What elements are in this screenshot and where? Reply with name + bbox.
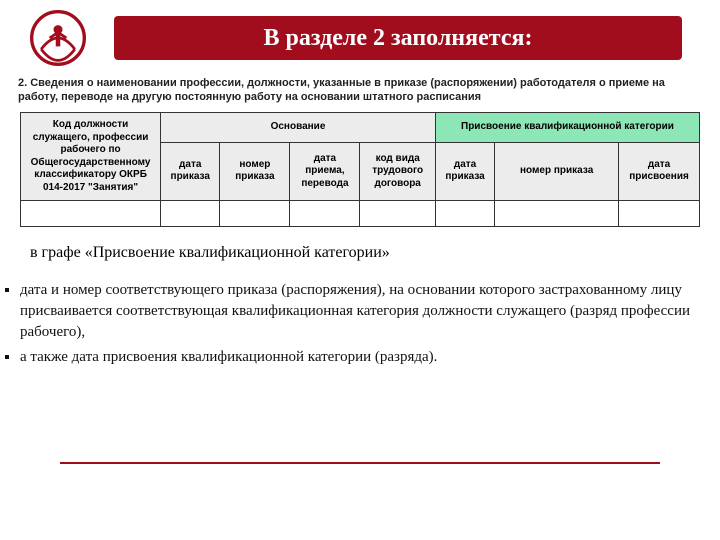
footer-divider (60, 462, 660, 464)
col-qual-order-number: номер приказа (495, 142, 619, 200)
col-assignment-date: дата присвоения (619, 142, 700, 200)
cell (21, 201, 161, 227)
col-order-date: дата приказа (161, 142, 220, 200)
col-basis: Основание (161, 113, 436, 143)
col-contract-code: код вида трудового договора (360, 142, 435, 200)
cell (495, 201, 619, 227)
list-item: а также дата присвоения квалификационной… (20, 347, 720, 368)
cell (290, 201, 360, 227)
table-row (21, 201, 700, 227)
col-code: Код должности служащего, профессии рабоч… (21, 113, 161, 201)
cell (435, 201, 494, 227)
logo-icon (30, 10, 86, 66)
profession-table: Код должности служащего, профессии рабоч… (20, 112, 700, 227)
col-hire-date: дата приема, перевода (290, 142, 360, 200)
section-header-title: В разделе 2 заполняется: (264, 25, 533, 52)
col-qual-order-date: дата приказа (435, 142, 494, 200)
table-caption: 2. Сведения о наименовании профессии, до… (18, 76, 698, 105)
cell (360, 201, 435, 227)
cell (619, 201, 700, 227)
table-header-row-1: Код должности служащего, профессии рабоч… (21, 113, 700, 143)
cell (220, 201, 290, 227)
col-order-number: номер приказа (220, 142, 290, 200)
col-qualification: Присвоение квалификационной категории (435, 113, 699, 143)
description-list: дата и номер соответствующего приказа (р… (6, 280, 720, 372)
column-note-heading: в графе «Присвоение квалификационной кат… (30, 244, 390, 262)
section-header-bar: В разделе 2 заполняется: (114, 16, 682, 60)
cell (161, 201, 220, 227)
column-note-heading-text: в графе «Присвоение квалификационной кат… (30, 244, 390, 261)
list-item: дата и номер соответствующего приказа (р… (20, 280, 720, 343)
